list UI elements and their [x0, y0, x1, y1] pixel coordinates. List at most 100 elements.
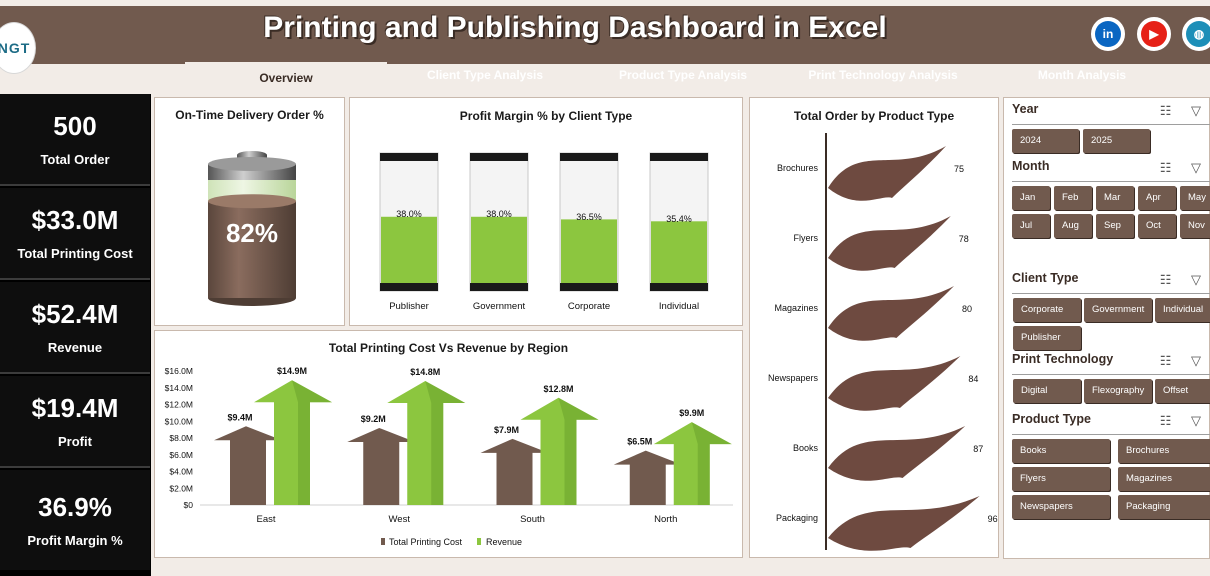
tab-client-type-analysis[interactable]: Client Type Analysis — [426, 68, 544, 82]
orders-by-product-chart: Brochures 75 Flyers 78 Magazines 80 Newspapers… — [768, 133, 998, 551]
legend-label-cost: Total Printing Cost — [389, 537, 463, 547]
ontime-jar-chart: 82% — [208, 151, 296, 306]
slicer-item[interactable]: Books — [1012, 439, 1110, 463]
y-tick-label: $4.0M — [169, 467, 193, 477]
chart-title: Total Printing Cost Vs Revenue by Region — [328, 341, 569, 355]
slicer-item[interactable]: Flexography — [1084, 379, 1152, 403]
slicer-item[interactable]: 2025 — [1083, 129, 1150, 153]
linkedin-icon: in — [1095, 21, 1121, 47]
region-chart-card: Total Printing Cost Vs Revenue by Region… — [154, 330, 743, 558]
kpi-label: Total Order — [40, 152, 110, 167]
website-button[interactable]: ◍ — [1182, 17, 1210, 51]
kpi-label: Profit — [58, 434, 92, 449]
slicer-item[interactable]: Mar — [1096, 186, 1134, 210]
logo-text: NGT — [0, 40, 31, 56]
cylinder-cap-top — [470, 153, 528, 161]
slicer-item[interactable]: Publisher — [1013, 326, 1081, 350]
kpi-column: 500 Total Order $33.0M Total Printing Co… — [0, 94, 151, 576]
cylinder-cap-bottom — [470, 283, 528, 291]
kpi-value: $52.4M — [31, 299, 119, 329]
slicer-item[interactable]: Oct — [1138, 214, 1176, 238]
product-category-label: Magazines — [774, 303, 818, 313]
legend-swatch-revenue — [477, 538, 481, 545]
slicer-item[interactable]: Nov — [1180, 214, 1210, 238]
tab-overview[interactable]: Overview — [185, 62, 387, 92]
margin-bar — [561, 219, 617, 283]
margin-data-label: 38.0% — [396, 209, 422, 219]
slicer-item[interactable]: Sep — [1096, 214, 1134, 238]
jar-lid-top — [208, 157, 296, 171]
slicer-item[interactable]: May — [1180, 186, 1210, 210]
slicer-item[interactable]: Newspapers — [1012, 495, 1110, 519]
kpi-value: 36.9% — [38, 492, 112, 522]
slicer-divider — [1012, 374, 1210, 375]
product-bar — [828, 286, 954, 341]
y-tick-label: $16.0M — [165, 366, 193, 376]
slicer-item[interactable]: Brochures — [1118, 439, 1210, 463]
jar-value-label: 82% — [226, 218, 278, 248]
revenue-arrow — [254, 380, 332, 505]
profit-margin-card: Profit Margin % by Client Type 38.0% Publ… — [349, 97, 743, 326]
slicer-multiselect-icon[interactable]: ☷ ▽ — [1159, 160, 1209, 175]
margin-category-label: Government — [473, 301, 526, 312]
cost-arrow — [613, 450, 682, 505]
slicer-item[interactable]: Feb — [1054, 186, 1092, 210]
cylinder-cap-top — [650, 153, 708, 161]
slicer-item[interactable]: Corporate — [1013, 298, 1081, 322]
margin-category-label: Individual — [659, 301, 699, 312]
x-category-label: North — [654, 514, 677, 525]
slicer-title: Year — [1012, 102, 1039, 116]
slicer-item[interactable]: Magazines — [1118, 467, 1210, 491]
tab-month-analysis[interactable]: Month Analysis — [1037, 68, 1127, 82]
slicer-multiselect-icon[interactable]: ☷ ▽ — [1159, 413, 1209, 428]
kpi-label: Profit Margin % — [27, 533, 123, 548]
product-bar — [828, 216, 951, 271]
cylinder-cap-bottom — [560, 283, 618, 291]
legend-swatch-cost — [381, 538, 385, 545]
y-tick-label: $14.0M — [165, 383, 193, 393]
slicer-item[interactable]: Flyers — [1012, 467, 1110, 491]
slicer-multiselect-icon[interactable]: ☷ ▽ — [1159, 272, 1209, 287]
cost-data-label: $9.4M — [227, 412, 252, 422]
y-tick-label: $12.0M — [165, 400, 193, 410]
slicer-item[interactable]: Offset — [1155, 379, 1210, 403]
slicer-item[interactable]: 2024 — [1012, 129, 1079, 153]
slicer-item[interactable]: Individual — [1155, 298, 1210, 322]
kpi-label: Total Printing Cost — [17, 246, 133, 261]
slicer-item[interactable]: Government — [1084, 298, 1152, 322]
tab-product-type-analysis[interactable]: Product Type Analysis — [618, 68, 748, 82]
slicer-divider — [1012, 434, 1210, 435]
chart-title: Profit Margin % by Client Type — [459, 109, 633, 123]
cost-vs-revenue-chart: $0 $2.0M $4.0M $6.0M $8.0M $10.0M $12.0M $14.0M… — [165, 366, 733, 547]
youtube-button[interactable]: ▶ — [1137, 17, 1171, 51]
x-category-label: West — [389, 514, 411, 525]
margin-data-label: 36.5% — [576, 212, 602, 222]
slicer-multiselect-icon[interactable]: ☷ ▽ — [1159, 103, 1209, 118]
linkedin-button[interactable]: in — [1091, 17, 1125, 51]
jar-fill-top — [208, 194, 296, 209]
slicer-item[interactable]: Packaging — [1118, 495, 1210, 519]
product-data-label: 75 — [954, 164, 964, 174]
slicer-title: Product Type — [1012, 412, 1091, 426]
slicer-item[interactable]: Apr — [1138, 186, 1176, 210]
globe-icon: ◍ — [1186, 21, 1210, 47]
x-category-label: South — [520, 514, 545, 525]
x-category-label: East — [256, 514, 275, 525]
slicer-item[interactable]: Jul — [1012, 214, 1050, 238]
product-bar — [828, 496, 980, 551]
slicer-item[interactable]: Aug — [1054, 214, 1092, 238]
cost-arrow — [480, 438, 549, 505]
product-data-label: 80 — [962, 304, 972, 314]
slicer-multiselect-icon[interactable]: ☷ ▽ — [1159, 353, 1209, 368]
slicer-divider — [1012, 181, 1210, 182]
tab-print-technology-analysis[interactable]: Print Technology Analysis — [808, 68, 958, 82]
product-data-label: 96 — [988, 514, 998, 524]
slicer-item[interactable]: Digital — [1013, 379, 1081, 403]
chart-title: Total Order by Product Type — [793, 109, 955, 123]
cylinder-cap-bottom — [650, 283, 708, 291]
slicer-panel: Year ☷ ▽ 2024 2025 Month ☷ ▽ Jan Feb Mar Apr May Ju… — [1003, 97, 1210, 559]
kpi-profit-margin: 36.9% Profit Margin % — [0, 470, 150, 570]
product-data-label: 87 — [973, 444, 983, 454]
slicer-item[interactable]: Jan — [1012, 186, 1050, 210]
slicer-divider — [1012, 124, 1210, 125]
